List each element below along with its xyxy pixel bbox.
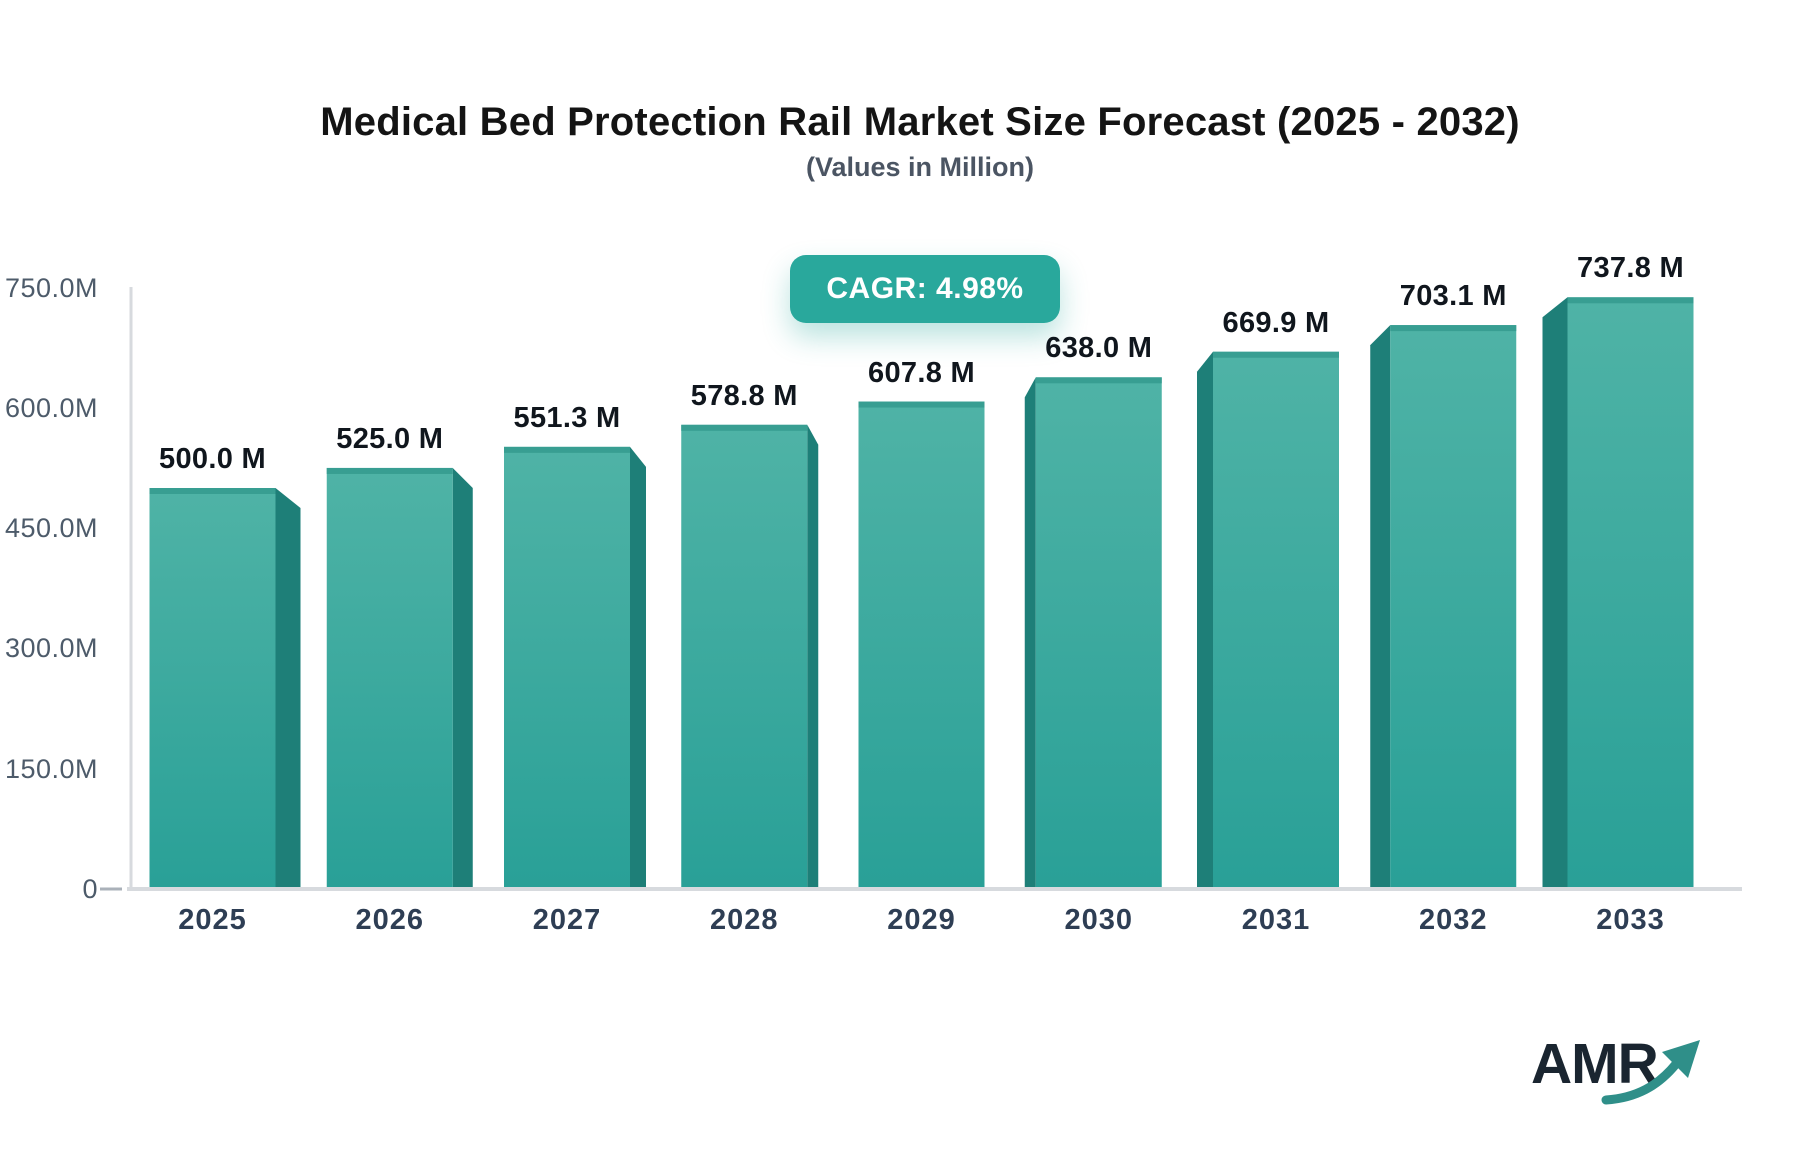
- bar-value-label-2033: 737.8 M: [1577, 252, 1684, 285]
- y-tick-label-600.0M: 600.0M: [4, 392, 98, 423]
- bar-side-2030: [1024, 377, 1036, 889]
- bar-2027: [504, 446, 630, 889]
- bar-top-edge-2029: [858, 401, 985, 408]
- x-tick-label-2033: 2033: [1596, 904, 1665, 936]
- bar-top-edge-2027: [504, 446, 630, 453]
- bar-2030: [1035, 377, 1162, 889]
- x-tick-label-2031: 2031: [1241, 904, 1311, 936]
- x-tick-label-2026: 2026: [355, 904, 424, 936]
- zero-tick-dash: [100, 887, 122, 891]
- bar-top-edge-2033: [1567, 297, 1694, 304]
- bars-group: [149, 297, 1694, 890]
- bar-2033: [1567, 297, 1694, 889]
- bar-top-edge-2032: [1390, 325, 1517, 332]
- x-tick-label-2027: 2027: [532, 904, 602, 936]
- chart-title: Medical Bed Protection Rail Market Size …: [320, 100, 1520, 144]
- bar-top-edge-2030: [1035, 377, 1162, 384]
- bar-value-label-2027: 551.3 M: [513, 401, 621, 434]
- amr-logo: AMR: [1531, 1036, 1731, 1126]
- x-tick-label-2028: 2028: [709, 904, 779, 936]
- x-tick-label-2032: 2032: [1418, 904, 1488, 936]
- bar-value-label-2031: 669.9 M: [1222, 306, 1330, 339]
- growth-arrow-icon: [1601, 1040, 1700, 1105]
- y-tick-label-300.0M: 300.0M: [4, 633, 98, 664]
- bar-side-2031: [1197, 351, 1213, 889]
- bar-2025: [149, 488, 276, 889]
- bar-side-2033: [1542, 297, 1568, 889]
- bar-value-label-2028: 578.8 M: [690, 379, 798, 412]
- bar-value-label-2029: 607.8 M: [868, 356, 975, 389]
- bar-side-2032: [1370, 325, 1391, 890]
- bar-side-2026: [452, 467, 473, 889]
- bar-value-label-2030: 638.0 M: [1045, 332, 1153, 365]
- amr-logo-text: AMR: [1531, 1032, 1659, 1096]
- bar-side-2028: [807, 424, 819, 889]
- x-tick-label-2030: 2030: [1064, 904, 1133, 936]
- bar-value-label-2032: 703.1 M: [1399, 280, 1507, 313]
- axis-group: [100, 287, 1742, 891]
- chart-subtitle: (Values in Million): [805, 152, 1035, 182]
- x-tick-label-2029: 2029: [887, 904, 956, 936]
- bar-top-edge-2025: [149, 488, 276, 494]
- bar-value-label-2026: 525.0 M: [336, 422, 444, 455]
- y-tick-label-0: 0: [82, 874, 98, 904]
- bar-top-edge-2031: [1213, 351, 1339, 358]
- bar-side-2027: [630, 446, 646, 889]
- bar-top-edge-2028: [681, 424, 808, 431]
- bar-2026: [326, 467, 453, 889]
- y-axis-line: [129, 287, 133, 889]
- cagr-badge: CAGR: 4.98%: [790, 255, 1060, 323]
- bar-value-label-2025: 500.0 M: [159, 443, 266, 475]
- y-tick-label-150.0M: 150.0M: [4, 753, 98, 784]
- bar-2032: [1390, 325, 1517, 890]
- y-tick-label-450.0M: 450.0M: [4, 513, 98, 544]
- bar-2029: [858, 401, 985, 889]
- x-axis-line: [127, 887, 1742, 891]
- y-tick-label-750.0M: 750.0M: [4, 272, 98, 303]
- bar-side-2025: [275, 488, 301, 889]
- x-tick-label-2025: 2025: [178, 904, 247, 936]
- bar-2031: [1213, 351, 1339, 889]
- bar-top-edge-2026: [326, 467, 453, 474]
- bar-2028: [681, 424, 808, 889]
